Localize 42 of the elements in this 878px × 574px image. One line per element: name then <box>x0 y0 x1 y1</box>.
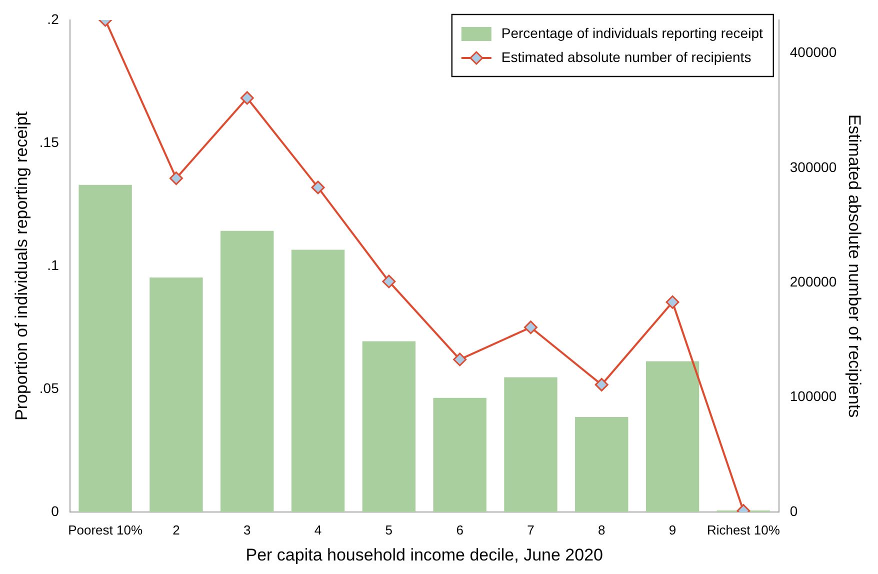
bar <box>575 417 628 512</box>
y2-tick-label: 0 <box>790 502 798 519</box>
point <box>169 172 183 186</box>
bar <box>78 184 132 512</box>
bar <box>504 377 558 512</box>
legend-label: Estimated absolute number of recipients <box>501 48 752 65</box>
x-axis-title: Per capita household income decile, June 2020 <box>246 545 603 564</box>
x-tick-label: 5 <box>385 522 393 538</box>
x-tick-label: Poorest 10% <box>68 522 143 538</box>
point <box>240 91 254 105</box>
x-tick-label: 4 <box>314 522 322 538</box>
y-tick-label: .05 <box>39 380 60 396</box>
y-tick-label: .1 <box>47 256 60 273</box>
point <box>453 352 467 366</box>
x-tick-label: 7 <box>527 522 534 538</box>
x-tick-label: Richest 10% <box>706 522 780 538</box>
y-tick-label: .2 <box>47 10 60 27</box>
bar <box>433 398 486 512</box>
point <box>311 180 325 194</box>
y2-tick-label: 200000 <box>790 273 837 290</box>
y2-tick-label: 100000 <box>790 388 837 404</box>
x-tick-label: 8 <box>598 522 606 538</box>
y2-axis-title: Estimated absolute number of recipients <box>845 114 864 418</box>
legend-label: Percentage of individuals reporting receipt <box>501 24 763 41</box>
y-axis-title: Proportion of individuals reporting receipt <box>12 111 31 421</box>
point <box>382 274 396 288</box>
x-tick-label: 3 <box>244 522 251 538</box>
y-tick-label: 0 <box>51 502 60 519</box>
bar <box>220 230 274 512</box>
x-tick-label: 9 <box>668 522 676 538</box>
point <box>594 378 608 392</box>
x-tick-label: 2 <box>172 522 180 538</box>
bar <box>362 341 416 512</box>
bar <box>150 278 203 512</box>
bar <box>291 250 345 512</box>
x-tick-label: 6 <box>456 522 464 538</box>
bar <box>646 361 700 512</box>
point <box>524 320 538 334</box>
y2-tick-label: 300000 <box>790 158 837 175</box>
point <box>666 295 680 309</box>
y-tick-label: .15 <box>39 134 60 150</box>
y2-tick-label: 400000 <box>790 44 837 60</box>
